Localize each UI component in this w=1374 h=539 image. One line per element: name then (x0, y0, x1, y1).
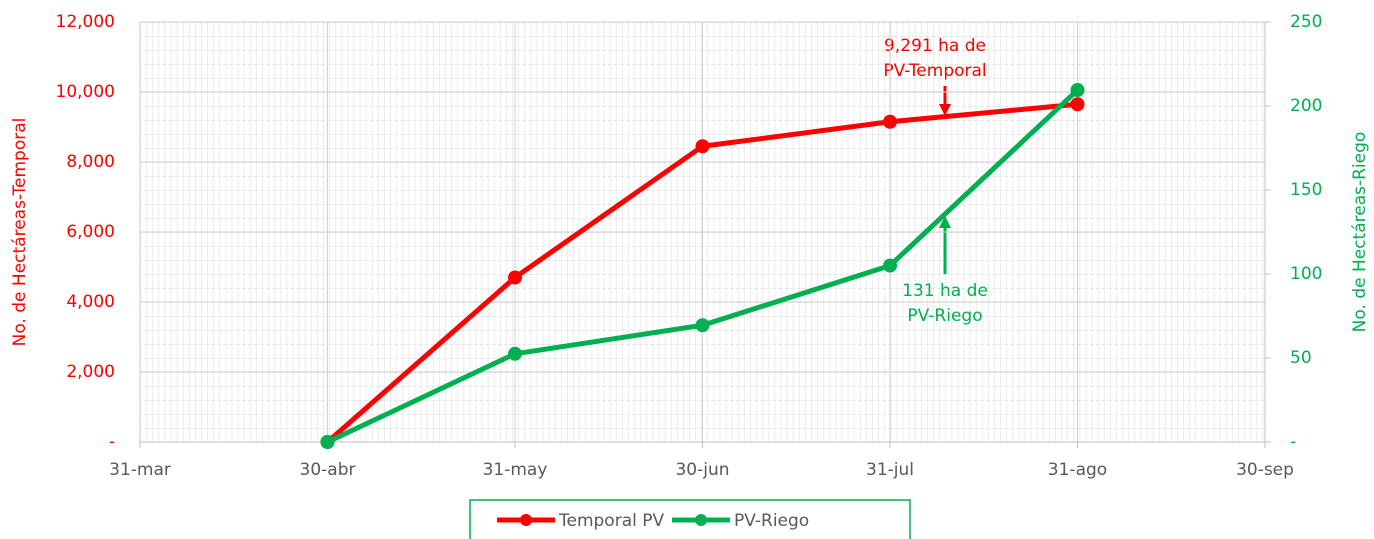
data-point (695, 318, 710, 333)
annotation: 9,291 ha de PV-Temporal (883, 36, 987, 116)
y-tick-label: 10,000 (56, 82, 115, 102)
data-point (508, 346, 522, 361)
y2-tick-label: 250 (1290, 12, 1322, 32)
annotation-text: PV-Temporal (883, 61, 986, 81)
x-tick-label: 30-sep (1236, 460, 1294, 480)
y-tick-label: 2,000 (66, 362, 115, 382)
annotation-text: 9,291 ha de (884, 36, 986, 56)
x-tick-label: 31-may (483, 460, 548, 480)
y2-tick-label: - (1290, 432, 1296, 452)
y2-tick-label: 100 (1290, 264, 1322, 284)
data-point (1070, 97, 1085, 112)
legend-marker (695, 514, 707, 526)
x-tick-label: 30-jun (675, 460, 729, 480)
x-tick-label: 31-ago (1048, 460, 1107, 480)
x-tick-label: 30-abr (300, 460, 356, 480)
data-point (883, 258, 897, 273)
legend-label: PV-Riego (734, 511, 809, 531)
y-tick-label: 4,000 (66, 292, 115, 312)
annotation-text: 131 ha de (902, 281, 988, 301)
data-point (508, 270, 522, 285)
legend-marker (520, 514, 532, 526)
y2-axis-label: No. de Hectáreas-Riego (1350, 132, 1370, 333)
y-axis-label: No. de Hectáreas-Temporal (10, 118, 30, 347)
legend-label: Temporal PV (558, 511, 664, 531)
y-tick-label: 6,000 (66, 222, 115, 242)
y2-tick-label: 150 (1290, 180, 1322, 200)
x-tick-label: 31-mar (109, 460, 171, 480)
y-tick-label: - (109, 432, 115, 452)
y2-tick-label: 200 (1290, 96, 1322, 116)
annotation: 131 ha de PV-Riego (902, 216, 988, 326)
x-tick-label: 31-jul (866, 460, 914, 480)
annotation-text: PV-Riego (907, 306, 982, 326)
data-point (320, 435, 335, 449)
data-point (883, 114, 897, 129)
data-point (695, 139, 710, 154)
y2-tick-label: 50 (1290, 348, 1312, 368)
y-tick-label: 12,000 (56, 12, 115, 32)
y-tick-label: 8,000 (66, 152, 115, 172)
data-point (1070, 83, 1085, 98)
